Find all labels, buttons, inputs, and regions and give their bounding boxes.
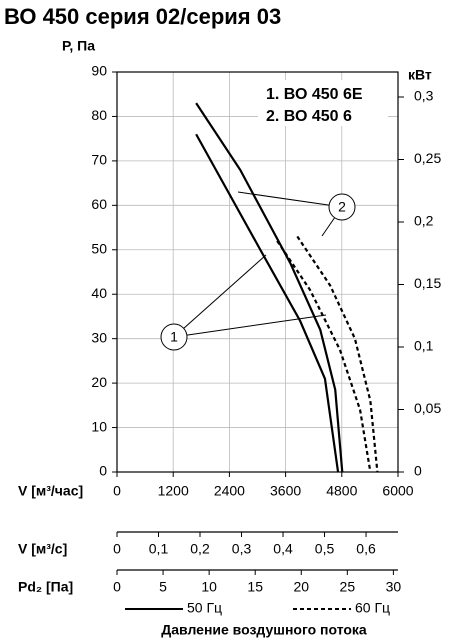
y-tick-label: 10 xyxy=(91,418,107,434)
y2-tick-label: 0,3 xyxy=(414,88,434,104)
secondary-tick-label: 25 xyxy=(340,579,356,595)
y2-tick-label: 0 xyxy=(414,463,422,479)
series-line xyxy=(195,102,344,473)
secondary-tick-label: 0,1 xyxy=(149,541,169,557)
y-tick-label: 30 xyxy=(91,329,107,345)
callout-line xyxy=(173,254,267,338)
y-tick-label: 80 xyxy=(91,107,107,123)
x-tick-label: 2400 xyxy=(214,483,245,499)
y2-tick-label: 0,15 xyxy=(414,275,441,291)
y-tick-label: 70 xyxy=(91,152,107,168)
x-tick-label: 4800 xyxy=(326,483,357,499)
y2-tick-label: 0,25 xyxy=(414,150,441,166)
series-line xyxy=(296,235,379,473)
callout-line xyxy=(173,314,327,338)
secondary-tick-label: 0,4 xyxy=(273,541,293,557)
x-tick-label: 1200 xyxy=(158,483,189,499)
series-line xyxy=(276,240,372,473)
secondary-tick-label: 0,5 xyxy=(315,541,335,557)
callout-circle xyxy=(160,323,188,351)
secondary-tick-label: 0,3 xyxy=(232,541,252,557)
x-tick-label: 0 xyxy=(113,483,121,499)
secondary-tick-label: 0,2 xyxy=(190,541,210,557)
secondary-tick-label: 0 xyxy=(113,579,121,595)
model-label: 2. ВО 450 6 xyxy=(266,108,352,125)
y-tick-label: 60 xyxy=(91,196,107,212)
callout-circle xyxy=(328,193,356,221)
model-box xyxy=(258,80,388,126)
secondary-axis-label: Pd₂ [Па] xyxy=(18,579,73,595)
callout-label: 2 xyxy=(338,199,346,215)
secondary-tick-label: 30 xyxy=(386,579,402,595)
y2-tick-label: 0,1 xyxy=(414,338,434,354)
y-tick-label: 0 xyxy=(99,463,107,479)
y-tick-label: 50 xyxy=(91,240,107,256)
chart-title: ВО 450 серия 02/серия 03 xyxy=(4,4,281,29)
callout-line xyxy=(237,191,343,208)
x-tick-label: 3600 xyxy=(270,483,301,499)
plot-frame xyxy=(116,71,399,473)
secondary-tick-label: 5 xyxy=(159,579,167,595)
caption: Давление воздушного потока xyxy=(161,622,367,638)
y-tick-label: 90 xyxy=(91,63,107,79)
secondary-axis-label: V [м³/с] xyxy=(18,541,67,557)
callout-label: 1 xyxy=(170,329,178,345)
legend-label: 50 Гц xyxy=(187,600,222,616)
y2-axis-label: кВт xyxy=(408,67,432,83)
secondary-tick-label: 15 xyxy=(247,579,263,595)
y2-tick-label: 0,05 xyxy=(414,400,441,416)
model-label: 1. ВО 450 6Е xyxy=(266,86,363,103)
y2-tick-label: 0,2 xyxy=(414,213,434,229)
y-tick-label: 40 xyxy=(91,285,107,301)
secondary-tick-label: 0 xyxy=(113,541,121,557)
secondary-tick-label: 10 xyxy=(201,579,217,595)
secondary-tick-label: 20 xyxy=(293,579,309,595)
y-axis-label: Р, Па xyxy=(62,38,95,54)
x-tick-label: 6000 xyxy=(382,483,413,499)
x-axis-label: V [м³/час] xyxy=(18,483,83,499)
y-tick-label: 20 xyxy=(91,374,107,390)
legend-label: 60 Гц xyxy=(355,600,390,616)
secondary-tick-label: 0,6 xyxy=(356,541,376,557)
series-line xyxy=(195,133,340,473)
